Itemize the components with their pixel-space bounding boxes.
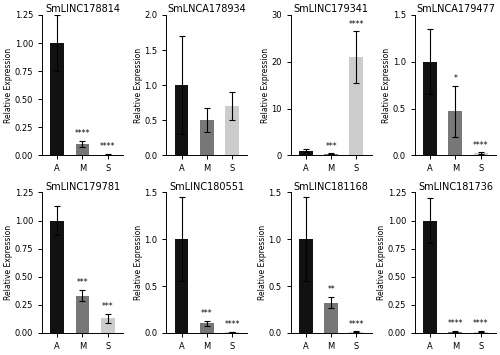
Bar [225, 106, 239, 155]
Bar [200, 323, 214, 333]
Title: SmLNCA179477: SmLNCA179477 [416, 4, 495, 14]
Bar [448, 332, 462, 333]
Bar [299, 151, 313, 155]
Y-axis label: Relative Expression: Relative Expression [134, 225, 143, 300]
Text: ****: **** [224, 320, 240, 329]
Title: SmLINC181168: SmLINC181168 [294, 182, 368, 192]
Text: ***: *** [76, 278, 88, 287]
Y-axis label: Relative Expression: Relative Expression [377, 225, 386, 300]
Bar [101, 318, 114, 333]
Text: ****: **** [74, 129, 90, 138]
Bar [474, 153, 488, 155]
Text: ****: **** [473, 141, 488, 150]
Bar [200, 120, 214, 155]
Bar [299, 239, 313, 333]
Bar [76, 144, 90, 155]
Title: SmLINC179781: SmLINC179781 [45, 182, 120, 192]
Title: SmLNCA178934: SmLNCA178934 [168, 4, 246, 14]
Bar [76, 296, 90, 333]
Bar [350, 57, 364, 155]
Text: ****: **** [448, 319, 463, 328]
Text: ****: **** [348, 320, 364, 329]
Bar [50, 220, 64, 333]
Text: ***: *** [326, 142, 337, 151]
Bar [423, 62, 437, 155]
Bar [474, 332, 488, 333]
Text: **: ** [327, 285, 335, 294]
Y-axis label: Relative Expression: Relative Expression [382, 48, 392, 123]
Title: SmLINC179341: SmLINC179341 [294, 4, 368, 14]
Text: ****: **** [100, 142, 116, 151]
Text: ***: *** [102, 302, 114, 311]
Title: SmLINC181736: SmLINC181736 [418, 182, 493, 192]
Bar [174, 239, 188, 333]
Bar [225, 332, 239, 333]
Bar [50, 43, 64, 155]
Y-axis label: Relative Expression: Relative Expression [260, 48, 270, 123]
Bar [174, 85, 188, 155]
Y-axis label: Relative Expression: Relative Expression [4, 225, 13, 300]
Y-axis label: Relative Expression: Relative Expression [258, 225, 267, 300]
Bar [423, 220, 437, 333]
Bar [324, 154, 338, 155]
Title: SmLINC178814: SmLINC178814 [45, 4, 120, 14]
Y-axis label: Relative Expression: Relative Expression [4, 48, 13, 123]
Y-axis label: Relative Expression: Relative Expression [134, 48, 143, 123]
Text: ***: *** [201, 309, 212, 318]
Title: SmLINC180551: SmLINC180551 [169, 182, 244, 192]
Bar [448, 111, 462, 155]
Bar [324, 303, 338, 333]
Text: *: * [454, 74, 458, 83]
Text: ****: **** [348, 20, 364, 28]
Bar [350, 332, 364, 333]
Text: ****: **** [473, 319, 488, 328]
